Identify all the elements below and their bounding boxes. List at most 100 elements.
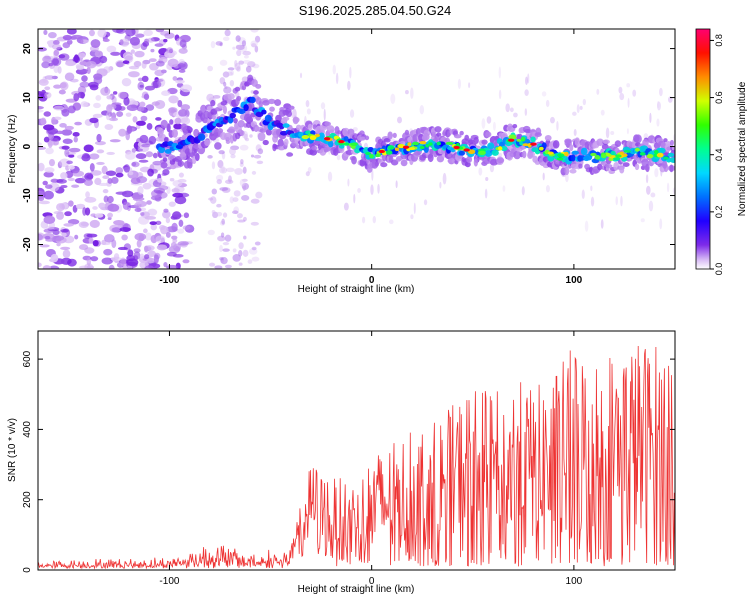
heatmap-cell	[128, 171, 134, 176]
heatmap-cell	[419, 104, 425, 115]
heatmap-cell	[182, 225, 191, 231]
heatmap-cell	[96, 133, 102, 143]
heatmap-cell	[154, 69, 165, 77]
heatmap-cell	[404, 129, 410, 136]
heatmap-cell	[250, 29, 259, 33]
heatmap-cell	[596, 88, 600, 95]
colorbar-label: Normalized spectral amplitude	[737, 81, 748, 216]
heatmap-cell	[498, 66, 502, 79]
heatmap-cell	[405, 90, 409, 95]
heatmap-cell	[239, 144, 249, 151]
heatmap-cell	[639, 152, 646, 156]
heatmap-cell	[361, 216, 366, 224]
heatmap-cell	[161, 90, 171, 96]
heatmap-cell	[80, 101, 89, 108]
heatmap-cell	[44, 86, 51, 91]
heatmap-cell	[137, 186, 144, 195]
heatmap-cell	[123, 164, 131, 173]
heatmap-cell	[42, 55, 52, 63]
heatmap-cell	[400, 159, 408, 167]
heatmap-cell	[183, 130, 189, 135]
heatmap-cell	[60, 172, 68, 180]
heatmap-cell	[597, 163, 603, 171]
heatmap-cell	[68, 147, 81, 153]
heatmap-cell	[68, 200, 74, 207]
heatmap-cell	[214, 142, 222, 150]
snr-panel: -100 0 100 0 200 400 600 Height of straight li…	[7, 330, 676, 595]
heatmap-cell	[229, 196, 234, 204]
heatmap-cell	[47, 140, 53, 149]
heatmap-cell	[524, 108, 528, 116]
heatmap-cell	[86, 174, 94, 180]
heatmap-cell	[508, 134, 517, 140]
heatmap-cell	[269, 106, 275, 112]
heatmap-cell	[64, 72, 75, 81]
heatmap-cell	[634, 163, 640, 171]
heatmap-cell	[542, 172, 545, 181]
heatmap-cell	[59, 82, 67, 89]
heatmap-cell	[357, 188, 361, 194]
heatmap-cell	[467, 139, 475, 144]
heatmap-cell	[254, 241, 261, 246]
heatmap-cell	[370, 184, 374, 196]
heatmap-cell	[72, 55, 81, 64]
heatmap-cell	[229, 79, 235, 87]
heatmap-cell	[619, 92, 625, 101]
heatmap-cell	[101, 257, 113, 265]
heatmap-cell	[571, 150, 579, 155]
heatmap-cell	[151, 101, 160, 106]
heatmap-cell	[49, 182, 60, 192]
heatmap-cell	[43, 190, 54, 200]
heatmap-cell	[79, 39, 84, 44]
heatmap-cell	[184, 148, 191, 155]
heatmap-cell	[390, 93, 396, 104]
heatmap-cell	[100, 242, 111, 246]
heatmap-cell	[143, 254, 150, 260]
heatmap-cell	[61, 232, 67, 237]
heatmap-cell	[48, 265, 60, 269]
heatmap-cell	[131, 148, 136, 154]
heatmap-cell	[53, 49, 60, 56]
heatmap-cell	[419, 140, 427, 145]
heatmap-cell	[242, 166, 247, 174]
heatmap-cell	[222, 105, 227, 115]
heatmap-cell	[116, 61, 124, 68]
heatmap-cell	[121, 234, 128, 241]
heatmap-cell	[473, 136, 479, 145]
heatmap-cell	[226, 71, 233, 76]
colorbar: 0.0 0.2 0.4 0.6 0.8 Normalized spectral ampl…	[695, 28, 748, 275]
heatmap-cell	[219, 187, 229, 191]
heatmap-peak	[530, 142, 537, 146]
heatmap-cell	[139, 253, 145, 260]
heatmap-cell	[56, 178, 67, 184]
snr-y-axis-label: SNR (10 * v/v)	[7, 418, 18, 482]
heatmap-cell	[142, 182, 152, 190]
heatmap-cell	[222, 242, 230, 246]
heatmap-cell	[162, 157, 168, 162]
heatmap-cell	[134, 232, 147, 241]
heatmap-cell	[349, 66, 352, 79]
heatmap-cell	[94, 50, 103, 58]
heatmap-cell	[210, 40, 216, 49]
heatmap-cell	[83, 144, 94, 153]
heatmap-cell	[579, 105, 583, 110]
heatmap-cell	[538, 146, 544, 151]
heatmap-cell	[102, 175, 110, 180]
heatmap-cell	[505, 103, 510, 113]
heatmap-cell	[442, 172, 447, 185]
heatmap-cell	[169, 119, 174, 125]
heatmap-cell	[635, 147, 640, 152]
heatmap-cell	[90, 39, 101, 48]
heatmap-cell	[111, 176, 119, 184]
heatmap-cell	[500, 145, 508, 152]
heatmap-cell	[288, 105, 295, 110]
heatmap-cell	[478, 150, 486, 156]
heatmap-cell	[67, 165, 75, 170]
heatmap-cell	[658, 147, 666, 154]
heatmap-cell	[150, 223, 158, 231]
heatmap-cell	[646, 185, 651, 195]
heatmap-cell	[371, 168, 374, 181]
heatmap-cell	[234, 168, 243, 175]
heatmap-cell	[282, 123, 290, 128]
heatmap-cell	[563, 151, 569, 157]
